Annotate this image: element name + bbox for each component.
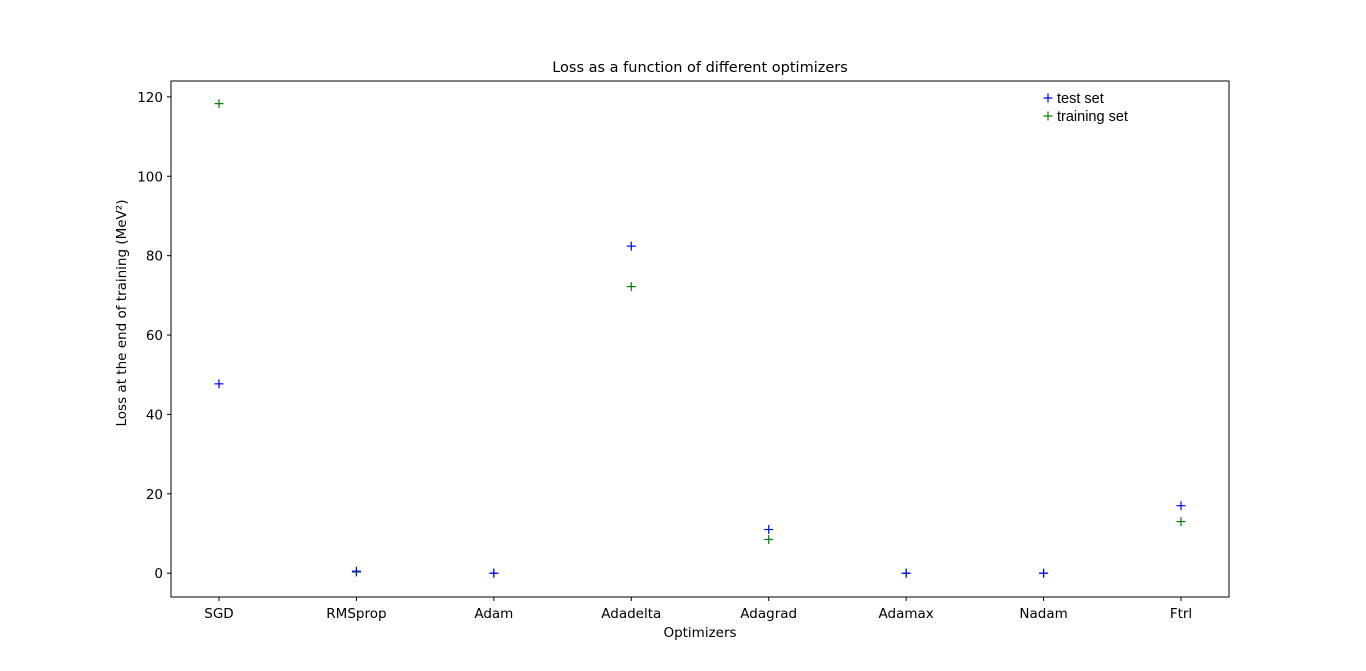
x-axis-ticks: SGD RMSprop Adam Adadelta Adagrad Adamax Nadam… <box>204 597 1192 622</box>
y-axis-ticks: 0 20 40 60 80 100 120 <box>137 90 171 582</box>
y-axis-label: Loss at the end of training (MeV²) <box>114 200 130 427</box>
y-tick-label: 0 <box>154 566 163 582</box>
y-tick-label: 100 <box>137 169 163 185</box>
x-tick-label: Nadam <box>1019 606 1067 622</box>
data-point <box>214 379 224 389</box>
y-tick-label: 60 <box>146 328 163 344</box>
data-markers <box>214 99 1186 578</box>
data-point <box>214 99 224 109</box>
plot-frame <box>170 80 1230 598</box>
data-point <box>764 534 774 544</box>
x-tick-label: Ftrl <box>1170 606 1192 622</box>
y-tick-label: 120 <box>137 90 163 106</box>
plot-background <box>171 81 1229 597</box>
y-tick-label: 20 <box>146 487 163 503</box>
data-point <box>626 241 636 251</box>
data-point <box>1039 568 1049 578</box>
x-tick-label: Adamax <box>879 606 934 622</box>
x-tick-label: RMSprop <box>326 606 386 622</box>
data-point <box>1176 517 1186 527</box>
data-point <box>489 568 499 578</box>
x-tick-label: Adadelta <box>601 606 661 622</box>
x-axis-label: Optimizers <box>663 625 736 641</box>
x-tick-label: Adam <box>474 606 513 622</box>
chart-title: Loss as a function of different optimize… <box>552 60 848 76</box>
x-tick-label: SGD <box>204 606 233 622</box>
legend-marker <box>1043 111 1053 121</box>
y-tick-label: 80 <box>146 249 163 265</box>
data-point <box>351 566 361 576</box>
legend-label: test set <box>1057 91 1104 107</box>
legend-marker <box>1043 93 1053 103</box>
legend: test set training set <box>1043 91 1128 125</box>
data-point <box>764 525 774 535</box>
x-tick-label: Adagrad <box>740 606 797 622</box>
y-tick-label: 40 <box>146 407 163 423</box>
legend-label: training set <box>1057 109 1128 125</box>
data-point <box>901 568 911 578</box>
data-point <box>626 282 636 292</box>
data-point <box>1176 501 1186 511</box>
